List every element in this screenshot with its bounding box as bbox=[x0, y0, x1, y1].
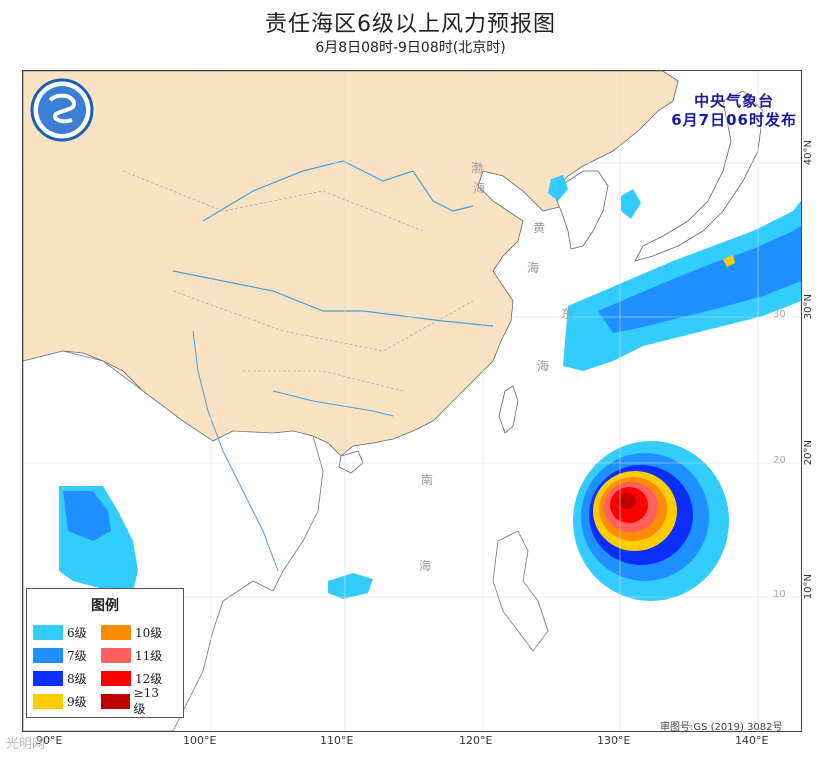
donghai-label-1: 东 bbox=[561, 307, 574, 321]
wind-zone-7-bengal bbox=[63, 491, 111, 541]
legend-swatch bbox=[33, 694, 63, 709]
lon-label-90: 90°E bbox=[36, 734, 63, 747]
typhoon-zone-13 bbox=[618, 493, 636, 509]
huanghai-label-2: 海 bbox=[527, 261, 540, 275]
nanhai-label-2: 海 bbox=[419, 559, 432, 573]
legend-swatch bbox=[33, 625, 63, 640]
legend-item-6: 6级 bbox=[33, 624, 101, 641]
yangtze-river bbox=[172, 270, 494, 327]
cma-logo-icon bbox=[30, 78, 94, 142]
legend-label: 9级 bbox=[67, 695, 87, 709]
mekong-river bbox=[192, 330, 279, 572]
legend-items: 6级 10级 7级 11级 8级 12级 bbox=[33, 621, 183, 716]
issuer-name: 中央气象台 bbox=[694, 92, 775, 110]
inmap-lat-10: 10 bbox=[773, 589, 786, 600]
bohai-label-1: 渤 bbox=[471, 161, 484, 175]
lat-label-10: 10°N bbox=[803, 574, 814, 600]
lon-label-110: 110°E bbox=[320, 734, 354, 747]
lat-label-40: 40°N bbox=[803, 140, 814, 166]
nanhai-label-1: 南 bbox=[421, 473, 434, 487]
map-gridlines bbox=[23, 71, 801, 731]
map-title: 责任海区6级以上风力预报图 bbox=[265, 12, 556, 37]
issue-time: 6月7日06时发布 bbox=[671, 111, 797, 129]
wind-zone-7-pacific bbox=[598, 226, 801, 333]
lon-label-140: 140°E bbox=[735, 734, 769, 747]
legend-item-9: 9级 bbox=[33, 693, 101, 710]
legend-swatch bbox=[101, 694, 130, 709]
map-subtitle: 6月8日08时-9日08时(北京时) bbox=[315, 40, 506, 56]
legend-swatch bbox=[101, 625, 131, 640]
bohai-label-2: 海 bbox=[473, 181, 486, 195]
lat-label-30: 30°N bbox=[803, 294, 814, 320]
wind-zone-9-japan-small bbox=[723, 255, 735, 267]
japan-land bbox=[634, 90, 764, 262]
issuer-block: 中央气象台 6月7日06时发布 bbox=[671, 92, 797, 130]
legend-label: 7级 bbox=[67, 649, 87, 663]
pearl-river bbox=[272, 390, 394, 417]
legend-label: 11级 bbox=[135, 649, 163, 663]
inmap-lat-20: 20 bbox=[773, 455, 786, 466]
legend-label: 6级 bbox=[67, 626, 87, 640]
lon-label-100: 100°E bbox=[183, 734, 217, 747]
approval-number: 审图号:GS (2019) 3082号 bbox=[660, 722, 783, 733]
donghai-label-2: 海 bbox=[537, 359, 550, 373]
huanghai-label-1: 黄 bbox=[533, 221, 546, 235]
yellow-river bbox=[202, 160, 474, 222]
legend-swatch bbox=[33, 648, 63, 663]
lon-label-130: 130°E bbox=[597, 734, 631, 747]
lon-label-120: 120°E bbox=[459, 734, 493, 747]
legend-item-12: 12级 bbox=[101, 670, 169, 687]
legend-label: 12级 bbox=[135, 672, 163, 686]
wind-zone-6-sea-japan bbox=[621, 189, 641, 219]
legend-label: 10级 bbox=[135, 626, 163, 640]
wind-zone-6-scs bbox=[328, 573, 373, 599]
legend-label: 8级 bbox=[67, 672, 87, 686]
province-borders bbox=[122, 170, 474, 392]
inmap-lat-30: 30 bbox=[773, 309, 786, 320]
legend-item-8: 8级 bbox=[33, 670, 101, 687]
legend-swatch bbox=[101, 648, 131, 663]
legend-title: 图例 bbox=[91, 598, 119, 614]
philippines-land bbox=[492, 530, 549, 652]
watermark: 光明网 bbox=[6, 737, 46, 752]
legend-label: ≥13级 bbox=[133, 686, 159, 716]
legend-item-13: ≥13级 bbox=[101, 686, 169, 717]
legend: 图例 6级 10级 7级 11级 8级 bbox=[26, 588, 184, 718]
legend-swatch bbox=[101, 671, 131, 686]
lat-label-20: 20°N bbox=[803, 440, 814, 466]
wind-zone-6-yellow-sea bbox=[548, 175, 568, 201]
legend-item-10: 10级 bbox=[101, 624, 169, 641]
legend-item-11: 11级 bbox=[101, 647, 169, 664]
legend-swatch bbox=[33, 671, 63, 686]
taiwan-land bbox=[498, 385, 519, 434]
legend-item-7: 7级 bbox=[33, 647, 101, 664]
